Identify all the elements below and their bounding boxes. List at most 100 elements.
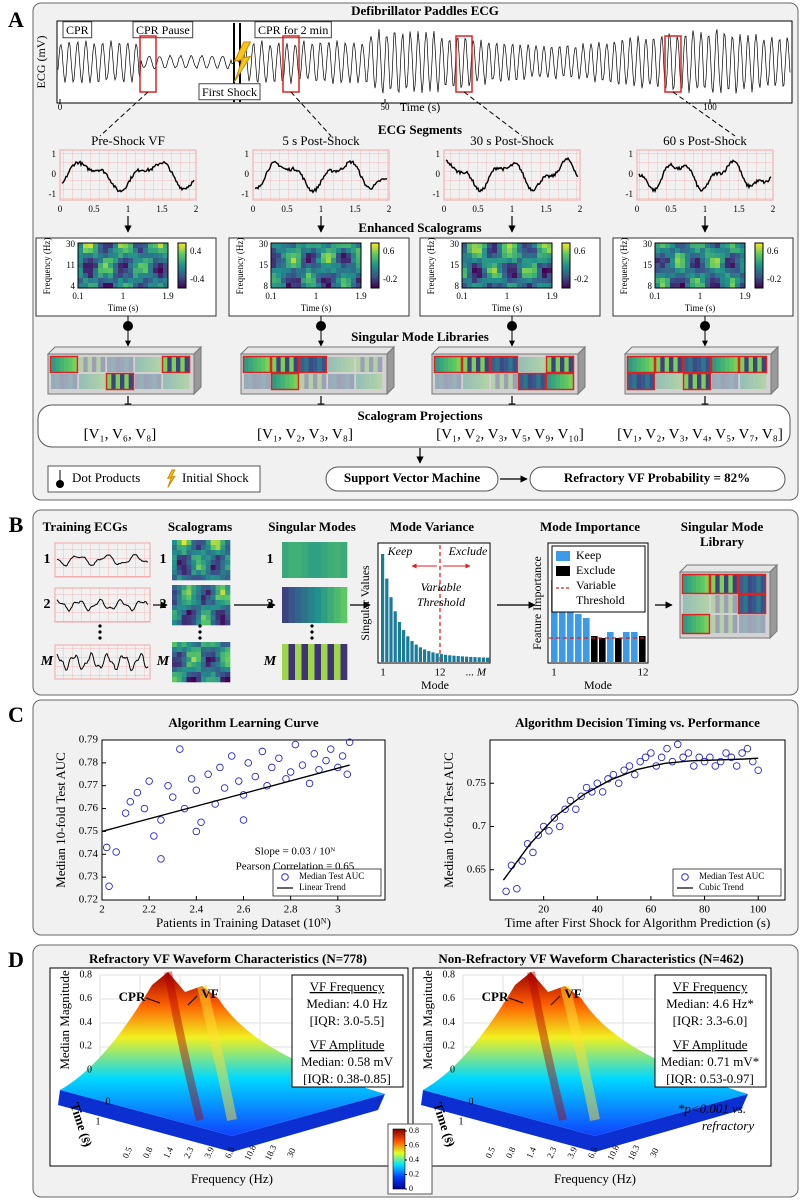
heatmap-cell: [113, 278, 119, 284]
heatmap-cell: [201, 560, 207, 566]
row-label: 1: [267, 552, 274, 567]
heatmap-cell: [191, 600, 197, 606]
heatmap-cell: [225, 610, 231, 616]
heatmap-cell: [512, 263, 518, 269]
heatmap-cell: [467, 258, 473, 264]
mode-stripe: [677, 357, 683, 372]
mode-stripe: [739, 575, 744, 593]
heatmap-cell: [311, 268, 317, 274]
mode-tile: [628, 357, 655, 372]
mode-stripe: [327, 644, 335, 680]
leader-line: [187, 995, 198, 1006]
illustrative-bar: [431, 652, 435, 662]
heatmap-cell: [680, 258, 686, 264]
data-point: [251, 772, 260, 781]
mode-stripe: [691, 595, 697, 613]
heatmap-cell: [487, 253, 493, 259]
mode-stripe: [704, 615, 710, 633]
data-point: [555, 822, 564, 831]
x-tick-label: 1.5: [349, 204, 361, 214]
heatmap-cell: [210, 540, 216, 546]
heatmap-cell: [143, 278, 149, 284]
x-tick-label: 80: [699, 904, 711, 916]
heatmap-cell: [191, 672, 197, 678]
heatmap-cell: [482, 253, 488, 259]
heatmap-cell: [291, 283, 297, 289]
heatmap-cell: [477, 248, 483, 254]
mode-stripe: [523, 374, 528, 389]
heatmap-cell: [191, 585, 197, 591]
heatmap-cell: [181, 677, 187, 683]
mode-stripe: [124, 357, 129, 372]
heatmap-cell: [215, 615, 221, 621]
heatmap-cell: [271, 253, 277, 259]
heatmap-cell: [196, 647, 202, 653]
legend-box: [47, 465, 261, 493]
segment-plot: [443, 149, 581, 201]
mode-stripe: [645, 374, 650, 389]
heatmap-cell: [88, 243, 94, 249]
mode-stripe: [547, 374, 552, 389]
illustrative-bar: [465, 656, 469, 662]
heatmap-cell: [306, 273, 312, 279]
mode-stripe: [111, 374, 116, 389]
mode-stripe: [265, 374, 271, 389]
training-ecg: [54, 542, 151, 578]
segment-title: 30 s Post-Shock: [470, 133, 554, 148]
heatmap-cell: [472, 283, 478, 289]
heatmap-cell: [547, 268, 553, 274]
connector: [290, 91, 332, 137]
legend-symbol: [281, 873, 289, 881]
mode-stripe: [293, 357, 299, 372]
mode-stripe: [696, 575, 701, 593]
y-tick-label: 15: [259, 260, 269, 270]
illustrative-bar: [460, 656, 464, 662]
data-point: [239, 816, 248, 824]
data-point: [343, 770, 352, 779]
heatmap-cell: [296, 243, 302, 249]
x-tick-label: 1.9: [739, 291, 751, 301]
heatmap-cell: [306, 258, 312, 264]
mode-stripe: [696, 615, 701, 633]
x-tick-label: 0.1: [456, 291, 467, 301]
scalogram-axes: [654, 242, 746, 289]
heatmap-cell: [286, 253, 292, 259]
step-title: Singular Modes: [268, 519, 356, 534]
x-tick-label: 2: [578, 204, 583, 214]
heatmap-cell: [181, 550, 187, 556]
heatmap-cell: [225, 600, 231, 606]
heatmap-cell: [472, 263, 478, 269]
mode-tile: [107, 374, 134, 389]
heatmap-cell: [133, 253, 139, 259]
colorbar-label: 0: [409, 1184, 413, 1193]
mode-stripe: [51, 357, 56, 372]
heatmap-cell: [477, 273, 483, 279]
heatmap-cell: [532, 283, 538, 289]
ellipsis-dot: [310, 624, 314, 628]
mode-stripe: [334, 542, 341, 578]
frequency-tick-label: 3.9: [202, 1145, 216, 1160]
segment-trace: [638, 159, 772, 193]
data-point: [216, 763, 224, 772]
heatmap-cell: [346, 283, 352, 289]
heatmap-cell: [502, 283, 508, 289]
heatmap-cell: [517, 243, 523, 249]
heatmap-cell: [176, 667, 182, 673]
heatmap-cell: [220, 600, 226, 606]
heatmap-cell: [205, 647, 211, 653]
info-heading: VF Frequency: [673, 979, 748, 994]
y-tick-label: 1: [436, 149, 441, 159]
mode-stripe: [753, 374, 758, 389]
data-point: [168, 793, 177, 801]
heatmap-cell: [83, 253, 89, 259]
heatmap-cell: [522, 263, 528, 269]
mode-stripe: [301, 542, 309, 578]
heatmap-cell: [153, 253, 159, 259]
mode-stripe: [100, 357, 106, 372]
x-tick-label: 0: [442, 204, 447, 214]
mode-stripe: [527, 357, 533, 372]
heatmap-cell: [205, 585, 211, 591]
heatmap-cell: [158, 278, 164, 284]
heatmap-cell: [196, 600, 202, 606]
heatmap-cell: [186, 550, 192, 556]
